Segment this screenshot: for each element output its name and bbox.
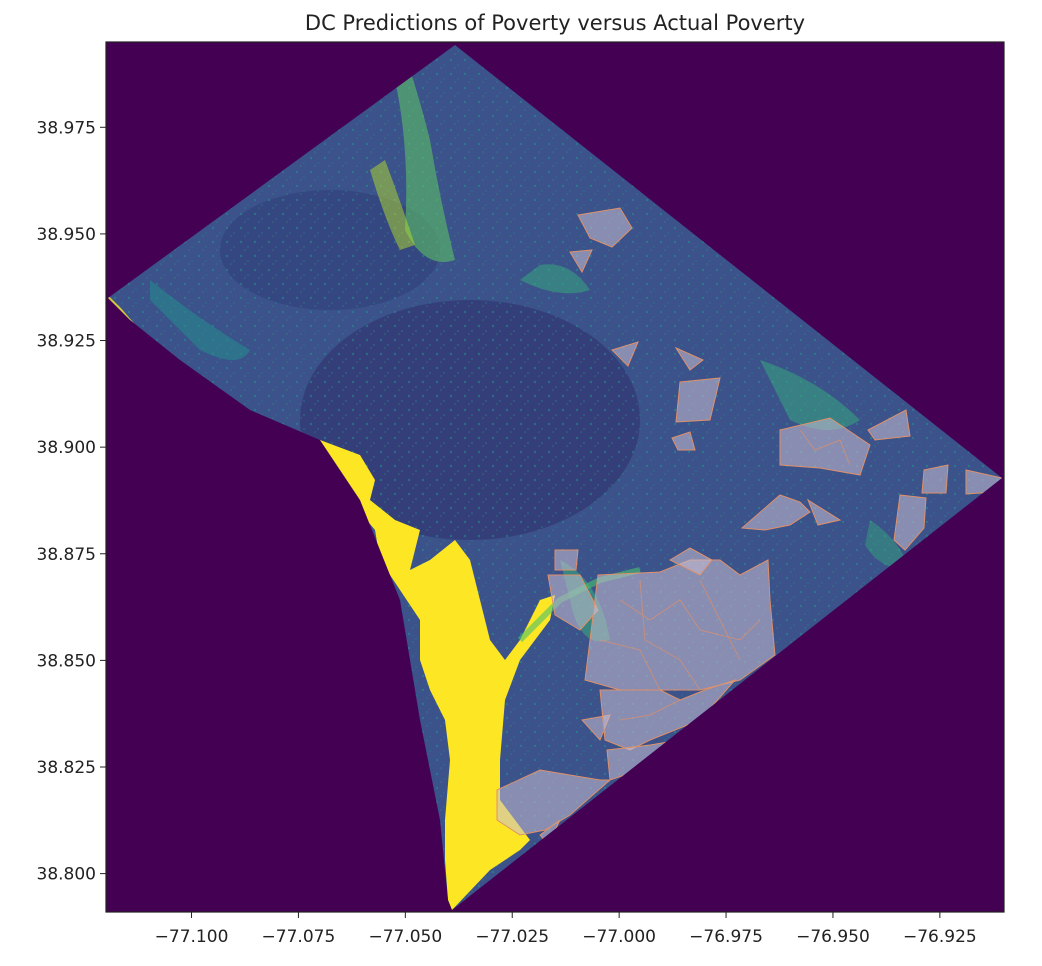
- tract-border: [619, 699, 681, 721]
- chart-title: DC Predictions of Poverty versus Actual …: [305, 11, 805, 35]
- x-tick-label: −77.000: [582, 927, 656, 947]
- x-tick-label: −76.950: [796, 927, 870, 947]
- poverty-tract: [569, 249, 593, 274]
- tract-border: [619, 599, 761, 641]
- y-tick-label: 38.800: [37, 865, 96, 885]
- x-tick-label: −77.050: [368, 927, 442, 947]
- tract-borders: [599, 429, 851, 721]
- y-tick-label: 38.875: [37, 545, 96, 565]
- poverty-tract: [806, 498, 842, 526]
- raster-highlight-park: [395, 70, 455, 262]
- poverty-tract: [867, 409, 911, 441]
- y-tick-label: 38.975: [37, 118, 96, 138]
- y-tick-label: 38.900: [37, 438, 96, 458]
- poverty-tract: [740, 494, 811, 531]
- poverty-tract: [893, 494, 927, 551]
- y-tick-label: 38.850: [37, 651, 96, 671]
- poverty-tract: [599, 678, 737, 751]
- y-tick-label: 38.925: [37, 332, 96, 352]
- raster-highlight-park: [760, 360, 860, 430]
- poverty-tract-overlay: [496, 207, 1002, 846]
- tract-border: [699, 579, 741, 661]
- poverty-tract: [674, 346, 704, 371]
- raster-highlight-park: [865, 520, 910, 570]
- raster-highlight-park: [520, 264, 590, 294]
- y-tick-label: 38.825: [37, 758, 96, 778]
- poverty-tract: [675, 377, 721, 423]
- y-axis: 38.800 38.825 38.850 38.875 38.900 38.925 38.9…: [37, 118, 106, 885]
- x-tick-label: −77.025: [475, 927, 549, 947]
- poverty-tract: [611, 341, 639, 367]
- poverty-tract: [671, 431, 696, 451]
- x-tick-label: −77.100: [155, 927, 229, 947]
- raster-highlight-park: [370, 160, 415, 250]
- raster-highlight-park: [150, 280, 250, 360]
- tract-border: [639, 579, 701, 691]
- x-tick-label: −76.975: [689, 927, 763, 947]
- poverty-tract: [554, 549, 579, 571]
- poverty-tract: [921, 464, 949, 494]
- x-axis: −77.100 −77.075 −77.050 −77.025 −77.000 −76.9…: [155, 912, 977, 947]
- poverty-tract: [584, 559, 776, 691]
- x-tick-label: −77.075: [262, 927, 336, 947]
- poverty-tract: [496, 769, 612, 836]
- poverty-tract: [547, 574, 599, 631]
- poverty-tract: [577, 207, 633, 248]
- tract-border: [599, 639, 661, 691]
- poverty-tract: [668, 547, 713, 576]
- tract-border: [799, 429, 851, 466]
- x-tick-label: −76.925: [903, 927, 977, 947]
- axes-frame: [105, 41, 1005, 913]
- y-tick-label: 38.950: [37, 225, 96, 245]
